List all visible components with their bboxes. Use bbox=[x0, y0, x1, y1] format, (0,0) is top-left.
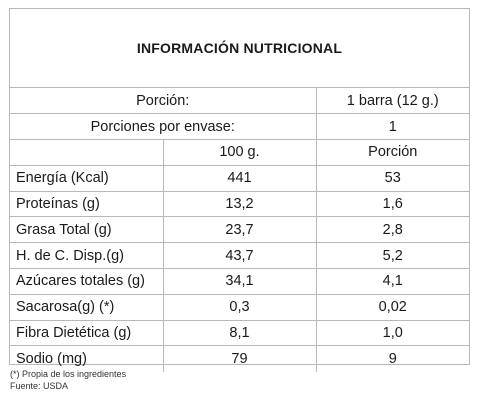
nutrition-title: INFORMACIÓN NUTRICIONAL bbox=[10, 9, 469, 88]
table-row: Azúcares totales (g) 34,1 4,1 bbox=[10, 268, 469, 295]
nutrient-per100: 43,7 bbox=[162, 242, 317, 270]
table-row: H. de C. Disp.(g) 43,7 5,2 bbox=[10, 242, 469, 270]
footnotes: (*) Propia de los ingredientes Fuente: U… bbox=[10, 368, 126, 392]
serving-value: 1 barra (12 g.) bbox=[315, 88, 469, 115]
nutrient-per-serving: 53 bbox=[315, 164, 469, 192]
serving-label: Porción: bbox=[10, 88, 317, 115]
table-row: Proteínas (g) 13,2 1,6 bbox=[10, 190, 469, 218]
servings-per-container-label: Porciones por envase: bbox=[10, 113, 317, 141]
nutrient-per100: 441 bbox=[162, 164, 317, 192]
nutrient-per100: 8,1 bbox=[162, 319, 317, 347]
nutrient-per-serving: 2,8 bbox=[315, 216, 469, 244]
ingredient-footnote: (*) Propia de los ingredientes bbox=[10, 369, 127, 379]
servings-per-container-value: 1 bbox=[315, 113, 469, 141]
nutrient-name: Proteínas (g) bbox=[10, 190, 164, 218]
nutrient-per100: 23,7 bbox=[162, 216, 317, 244]
column-header-row: 100 g. Porción bbox=[10, 139, 469, 166]
nutrient-per-serving: 5,2 bbox=[315, 242, 469, 270]
table-row: Fibra Dietética (g) 8,1 1,0 bbox=[10, 319, 469, 347]
nutrition-facts-panel: INFORMACIÓN NUTRICIONAL Porción: 1 barra… bbox=[9, 8, 470, 372]
nutrition-table: Porción: 1 barra (12 g.) Porciones por e… bbox=[10, 88, 469, 372]
source-footnote: Fuente: USDA bbox=[10, 381, 69, 391]
nutrient-per-serving: 1,6 bbox=[315, 190, 469, 218]
column-header-per100: 100 g. bbox=[162, 139, 317, 166]
nutrient-name: Sodio (mg) bbox=[10, 345, 164, 372]
nutrient-name: H. de C. Disp.(g) bbox=[10, 242, 164, 270]
nutrient-per100: 0,3 bbox=[162, 293, 317, 321]
nutrient-name: Energía (Kcal) bbox=[10, 164, 164, 192]
nutrient-per-serving: 1,0 bbox=[315, 319, 469, 347]
nutrient-name: Sacarosa(g) (*) bbox=[10, 293, 164, 321]
column-header-per-serving: Porción bbox=[315, 139, 469, 166]
nutrient-name: Azúcares totales (g) bbox=[10, 268, 164, 295]
table-row: Grasa Total (g) 23,7 2,8 bbox=[10, 216, 469, 244]
serving-row: Porción: 1 barra (12 g.) bbox=[10, 88, 469, 115]
servings-per-container-row: Porciones por envase: 1 bbox=[10, 113, 469, 141]
nutrient-per100: 13,2 bbox=[162, 190, 317, 218]
table-row: Sodio (mg) 79 9 bbox=[10, 345, 469, 372]
column-header-empty bbox=[10, 139, 164, 166]
nutrition-table-body: Porción: 1 barra (12 g.) Porciones por e… bbox=[10, 88, 469, 372]
nutrient-per-serving: 0,02 bbox=[315, 293, 469, 321]
nutrient-per100: 34,1 bbox=[162, 268, 317, 295]
table-row: Energía (Kcal) 441 53 bbox=[10, 164, 469, 192]
nutrient-per100: 79 bbox=[162, 345, 317, 372]
nutrient-per-serving: 4,1 bbox=[315, 268, 469, 295]
nutrient-name: Fibra Dietética (g) bbox=[10, 319, 164, 347]
nutrient-per-serving: 9 bbox=[315, 345, 469, 372]
nutrient-name: Grasa Total (g) bbox=[10, 216, 164, 244]
table-row: Sacarosa(g) (*) 0,3 0,02 bbox=[10, 293, 469, 321]
